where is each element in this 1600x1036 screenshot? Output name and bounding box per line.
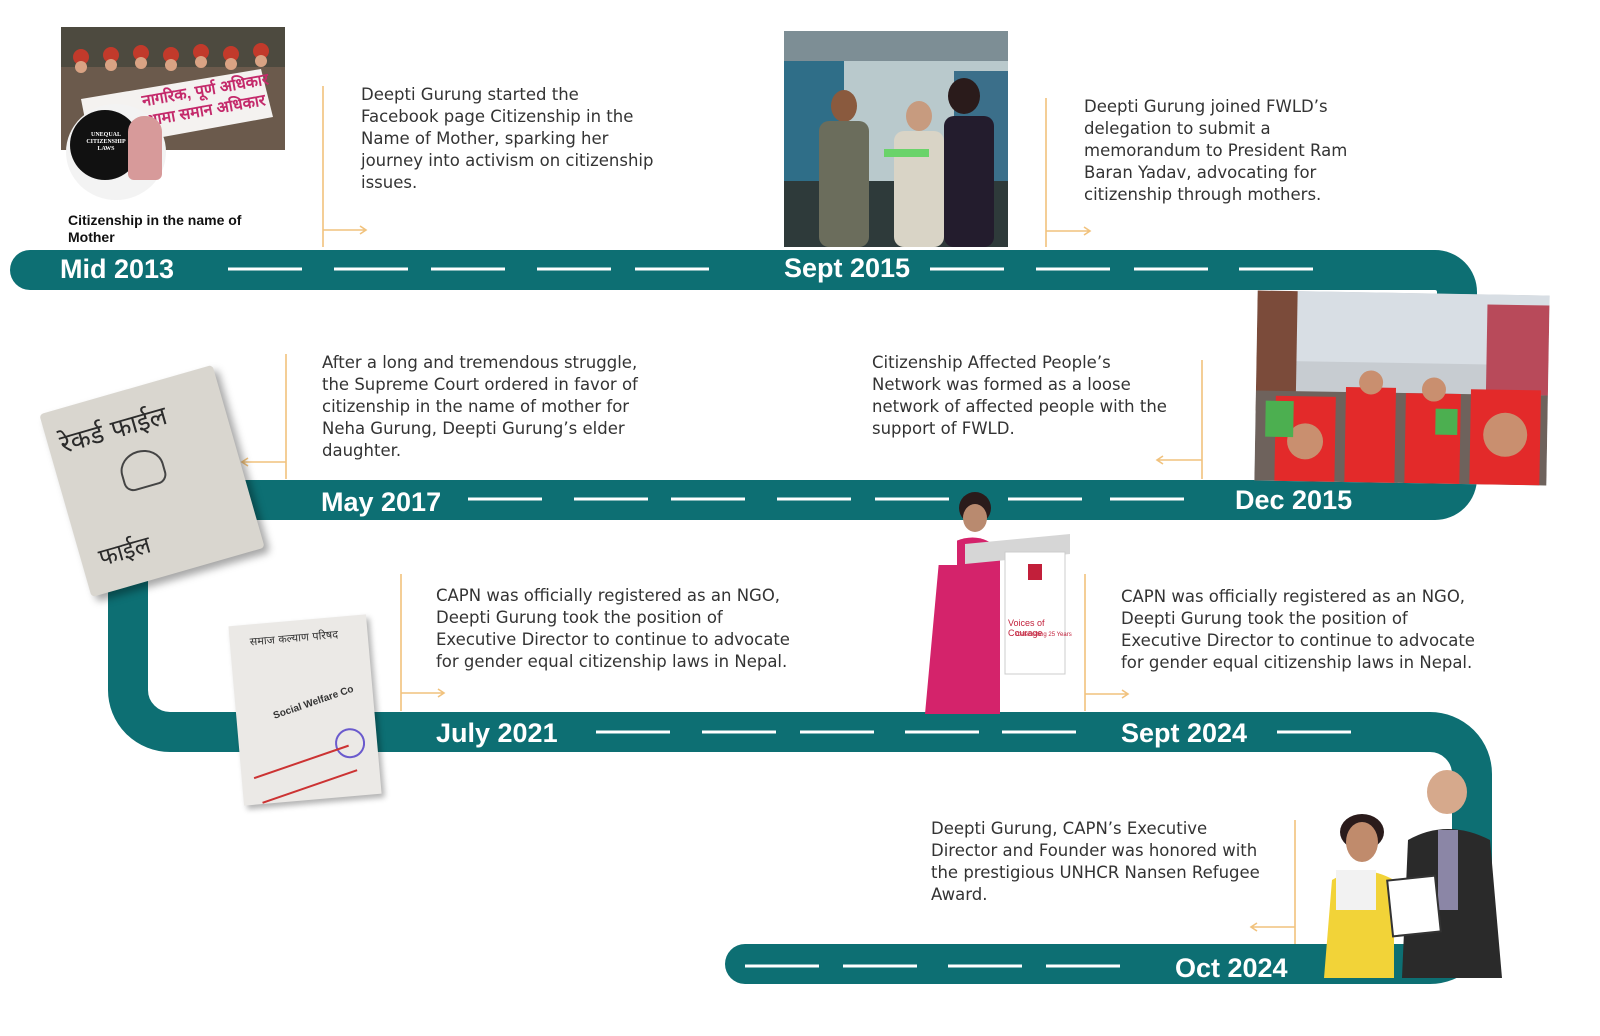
- photo-podium-speech: Voices of Courage Celebrating 25 Years: [920, 490, 1080, 714]
- podium-illustration: [925, 492, 1070, 714]
- desc-mid-2013: Deepti Gurung started the Facebook page …: [361, 85, 654, 192]
- certificate-red-lines: [253, 744, 358, 804]
- desc-sept-2024: CAPN was officially registered as an NGO…: [1121, 587, 1475, 672]
- badge-figure: [128, 116, 162, 180]
- facebook-badge: UNEQUAL CITIZENSHIP LAWS: [66, 104, 166, 200]
- date-sept-2015: Sept 2015: [784, 253, 911, 283]
- date-sept-2024: Sept 2024: [1121, 718, 1248, 748]
- file-title-2: फाईल: [95, 530, 154, 572]
- badge-text: UNEQUAL CITIZENSHIP LAWS: [86, 132, 126, 152]
- certificate-header: समाज कल्याण परिषद: [249, 627, 339, 649]
- memorandum-illustration: [784, 31, 1008, 247]
- facebook-caption: Citizenship in the name of Mother: [68, 212, 242, 245]
- photo-certificate: समाज कल्याण परिषद Social Welfare Co: [228, 614, 382, 806]
- photo-memorandum: [784, 31, 1008, 247]
- desc-oct-2024: Deepti Gurung, CAPN’s Executive Director…: [931, 819, 1260, 904]
- desc-sept-2015: Deepti Gurung joined FWLD’s delegation t…: [1084, 97, 1348, 204]
- podium-subtext: Celebrating 25 Years: [1016, 632, 1072, 638]
- rally-illustration: [1254, 290, 1550, 486]
- desc-dec-2015: Citizenship Affected People’s Network wa…: [872, 353, 1167, 438]
- date-dec-2015: Dec 2015: [1235, 485, 1353, 515]
- award-illustration: [1324, 770, 1502, 978]
- podium-text: Voices of Courage: [1008, 618, 1045, 638]
- desc-july-2021: CAPN was officially registered as an NGO…: [436, 586, 790, 671]
- connectors: [240, 86, 1296, 944]
- lotus-emblem-icon: [115, 444, 169, 494]
- desc-may-2017: After a long and tremendous struggle, th…: [322, 353, 638, 460]
- photo-rally: [1254, 290, 1550, 486]
- date-july-2021: July 2021: [436, 718, 558, 748]
- date-oct-2024: Oct 2024: [1175, 953, 1288, 983]
- date-mid-2013: Mid 2013: [60, 254, 175, 284]
- photo-award: [1322, 770, 1508, 978]
- date-may-2017: May 2017: [321, 487, 442, 517]
- certificate-subtext: Social Welfare Co: [271, 683, 356, 722]
